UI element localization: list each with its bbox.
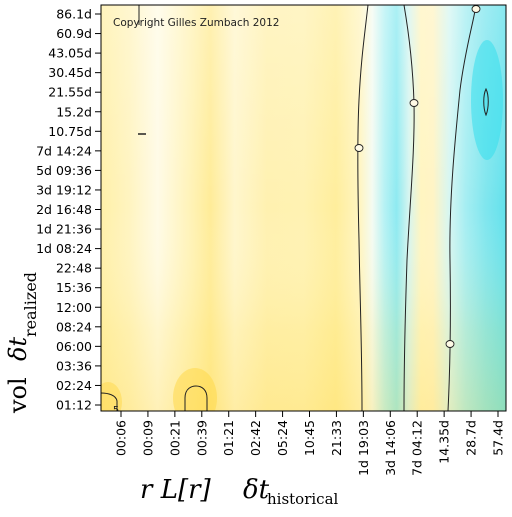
x-axis-label-sub: historical bbox=[267, 490, 339, 508]
y-tick-label: 06:00 bbox=[56, 339, 92, 354]
y-tick-label: 21.55d bbox=[48, 85, 92, 100]
y-tick-label: 15:36 bbox=[56, 280, 92, 295]
x-tick-label: 21:33 bbox=[329, 420, 344, 456]
y-axis-label: vol δt realized bbox=[4, 272, 40, 414]
y-tick-label: 5d 09:36 bbox=[36, 163, 92, 178]
y-axis-ticks: 86.1d 60.9d 43.05d 30.45d 21.55d 15.2d 10.75d 7… bbox=[36, 7, 101, 413]
x-tick-label: 02:42 bbox=[248, 420, 263, 456]
x-tick-label: 57.4d bbox=[491, 420, 506, 456]
y-tick-label: 7d 14:24 bbox=[36, 143, 92, 158]
heatmap-vertical-shade bbox=[101, 5, 506, 411]
y-axis-label-sub: realized bbox=[21, 272, 40, 337]
x-tick-label: 7d 04:12 bbox=[410, 420, 425, 476]
x-axis-label-main: r L[r] bbox=[140, 475, 212, 505]
heatmap-yellow-hotspot bbox=[173, 368, 217, 411]
y-tick-label: 03:36 bbox=[56, 358, 92, 373]
contour-labels: 5 bbox=[113, 5, 481, 416]
x-tick-label: 00:39 bbox=[194, 420, 209, 456]
y-tick-label: 15.2d bbox=[56, 104, 92, 119]
y-axis-label-delta: δt bbox=[4, 337, 32, 361]
plot-frame bbox=[100, 4, 507, 412]
x-tick-label: 28.7d bbox=[464, 420, 479, 456]
contour-line-2 bbox=[403, 5, 415, 411]
y-tick-label: 01:12 bbox=[56, 398, 92, 413]
x-axis-ticks: 00:06 00:09 00:21 00:39 01:21 02:42 05:24 10:45… bbox=[114, 411, 506, 476]
y-tick-label: 3d 19:12 bbox=[36, 182, 92, 197]
x-tick-label: 1d 19:03 bbox=[356, 420, 371, 476]
x-tick-label: 01:21 bbox=[221, 420, 236, 456]
x-tick-label: 00:06 bbox=[114, 420, 129, 456]
heatmap-yellow-hotspot-left bbox=[101, 382, 122, 411]
heatmap-cyan-hotspot bbox=[471, 40, 503, 160]
x-tick-label: 10:45 bbox=[302, 420, 317, 456]
y-axis-label-main: vol bbox=[4, 377, 32, 414]
y-tick-label: 86.1d bbox=[56, 7, 92, 22]
y-tick-label: 12:00 bbox=[56, 300, 92, 315]
copyright-text: Copyright Gilles Zumbach 2012 bbox=[113, 17, 279, 29]
x-axis-label-delta: δt bbox=[243, 475, 270, 505]
x-tick-label: 00:21 bbox=[167, 420, 182, 456]
x-tick-label: 3d 14:06 bbox=[383, 420, 398, 476]
y-tick-label: 22:48 bbox=[56, 261, 92, 276]
y-tick-label: 10.75d bbox=[48, 124, 92, 139]
y-tick-label: 30.45d bbox=[48, 65, 92, 80]
contour-loop-yellow bbox=[184, 385, 208, 411]
contour-line-1 bbox=[357, 5, 369, 411]
y-tick-label: 2d 16:48 bbox=[36, 202, 92, 217]
y-tick-label: 1d 21:36 bbox=[36, 222, 92, 237]
x-tick-label: 05:24 bbox=[275, 420, 290, 456]
y-tick-label: 43.05d bbox=[48, 46, 92, 61]
x-tick-label: 00:09 bbox=[140, 420, 155, 456]
y-tick-label: 02:24 bbox=[56, 378, 92, 393]
contour-loop-corner bbox=[101, 392, 118, 411]
x-tick-label: 14.35d bbox=[437, 420, 452, 464]
contour-loop-hotspot bbox=[483, 87, 489, 117]
y-tick-label: 60.9d bbox=[56, 26, 92, 41]
x-axis-label: r L[r] δt historical bbox=[140, 475, 339, 508]
contour-label-five: 5 bbox=[113, 405, 119, 416]
y-tick-label: 08:24 bbox=[56, 319, 92, 334]
y-tick-label: 1d 08:24 bbox=[36, 241, 92, 256]
